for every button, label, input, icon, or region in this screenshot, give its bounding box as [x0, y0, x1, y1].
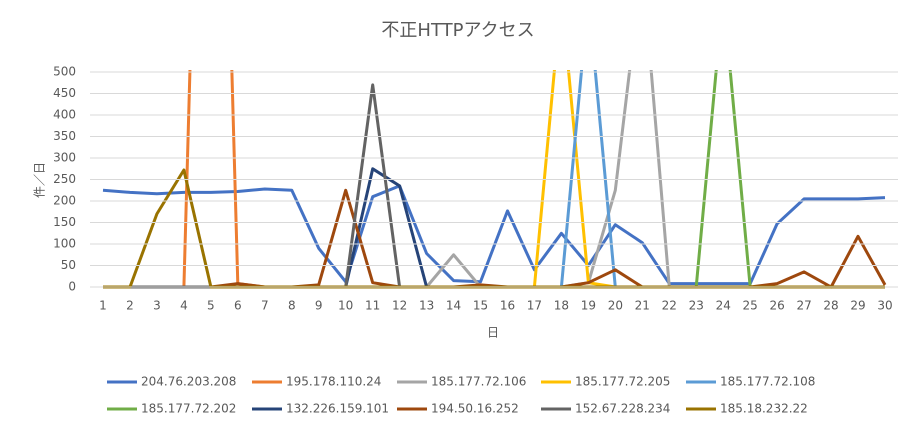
- x-tick-label: 2: [126, 299, 134, 313]
- legend-label: 132.226.159.101: [286, 402, 389, 416]
- series-line: [103, 167, 885, 289]
- x-tick-label: 26: [769, 299, 784, 313]
- x-tick-label: 12: [392, 299, 407, 313]
- x-tick-label: 30: [877, 299, 892, 313]
- y-tick-label: 0: [68, 280, 76, 294]
- y-tick-label: 200: [53, 194, 76, 208]
- x-tick-label: 20: [608, 299, 623, 313]
- legend-label: 185.177.72.108: [720, 375, 815, 389]
- legend-label: 185.177.72.106: [431, 375, 526, 389]
- y-tick-label: 250: [53, 172, 76, 186]
- x-tick-label: 7: [261, 299, 269, 313]
- y-axis-label: 件／日: [33, 162, 47, 198]
- legend-label: 195.178.110.24: [286, 375, 381, 389]
- y-tick-label: 300: [53, 151, 76, 165]
- legend-label: 185.18.232.22: [720, 402, 808, 416]
- x-tick-label: 8: [288, 299, 296, 313]
- x-tick-label: 27: [796, 299, 811, 313]
- y-tick-label: 350: [53, 129, 76, 143]
- y-tick-label: 400: [53, 108, 76, 122]
- x-tick-label: 29: [850, 299, 865, 313]
- x-tick-label: 10: [338, 299, 353, 313]
- x-tick-label: 21: [635, 299, 650, 313]
- x-tick-label: 16: [500, 299, 515, 313]
- y-tick-label: 150: [53, 215, 76, 229]
- series-line: [102, 184, 886, 286]
- x-tick-label: 3: [153, 299, 161, 313]
- x-tick-label: 6: [234, 299, 242, 313]
- x-tick-label: 4: [180, 299, 188, 313]
- x-tick-label: 25: [743, 299, 758, 313]
- y-tick-label: 450: [53, 86, 76, 100]
- x-axis-label: 日: [487, 326, 499, 340]
- legend-label: 204.76.203.208: [141, 375, 236, 389]
- x-tick-label: 17: [527, 299, 542, 313]
- legend-label: 194.50.16.252: [431, 402, 519, 416]
- legend-label: 185.177.72.205: [575, 375, 670, 389]
- y-tick-label: 50: [61, 258, 76, 272]
- x-tick-label: 1: [99, 299, 107, 313]
- x-tick-label: 13: [419, 299, 434, 313]
- x-tick-label: 23: [689, 299, 704, 313]
- x-tick-label: 9: [315, 299, 323, 313]
- series-line: [103, 188, 887, 289]
- x-tick-label: 5: [207, 299, 215, 313]
- legend-label: 185.177.72.202: [141, 402, 236, 416]
- series-line: [103, 168, 885, 289]
- x-tick-label: 15: [473, 299, 488, 313]
- x-tick-label: 11: [365, 299, 380, 313]
- legend-label: 152.67.228.234: [575, 402, 670, 416]
- x-tick-label: 24: [716, 299, 731, 313]
- x-tick-label: 28: [823, 299, 838, 313]
- x-tick-label: 14: [446, 299, 461, 313]
- x-tick-label: 22: [662, 299, 677, 313]
- chart-title: 不正HTTPアクセス: [381, 20, 534, 41]
- y-tick-label: 100: [53, 237, 76, 251]
- x-tick-label: 19: [581, 299, 596, 313]
- x-tick-label: 18: [554, 299, 569, 313]
- y-tick-label: 500: [53, 65, 76, 79]
